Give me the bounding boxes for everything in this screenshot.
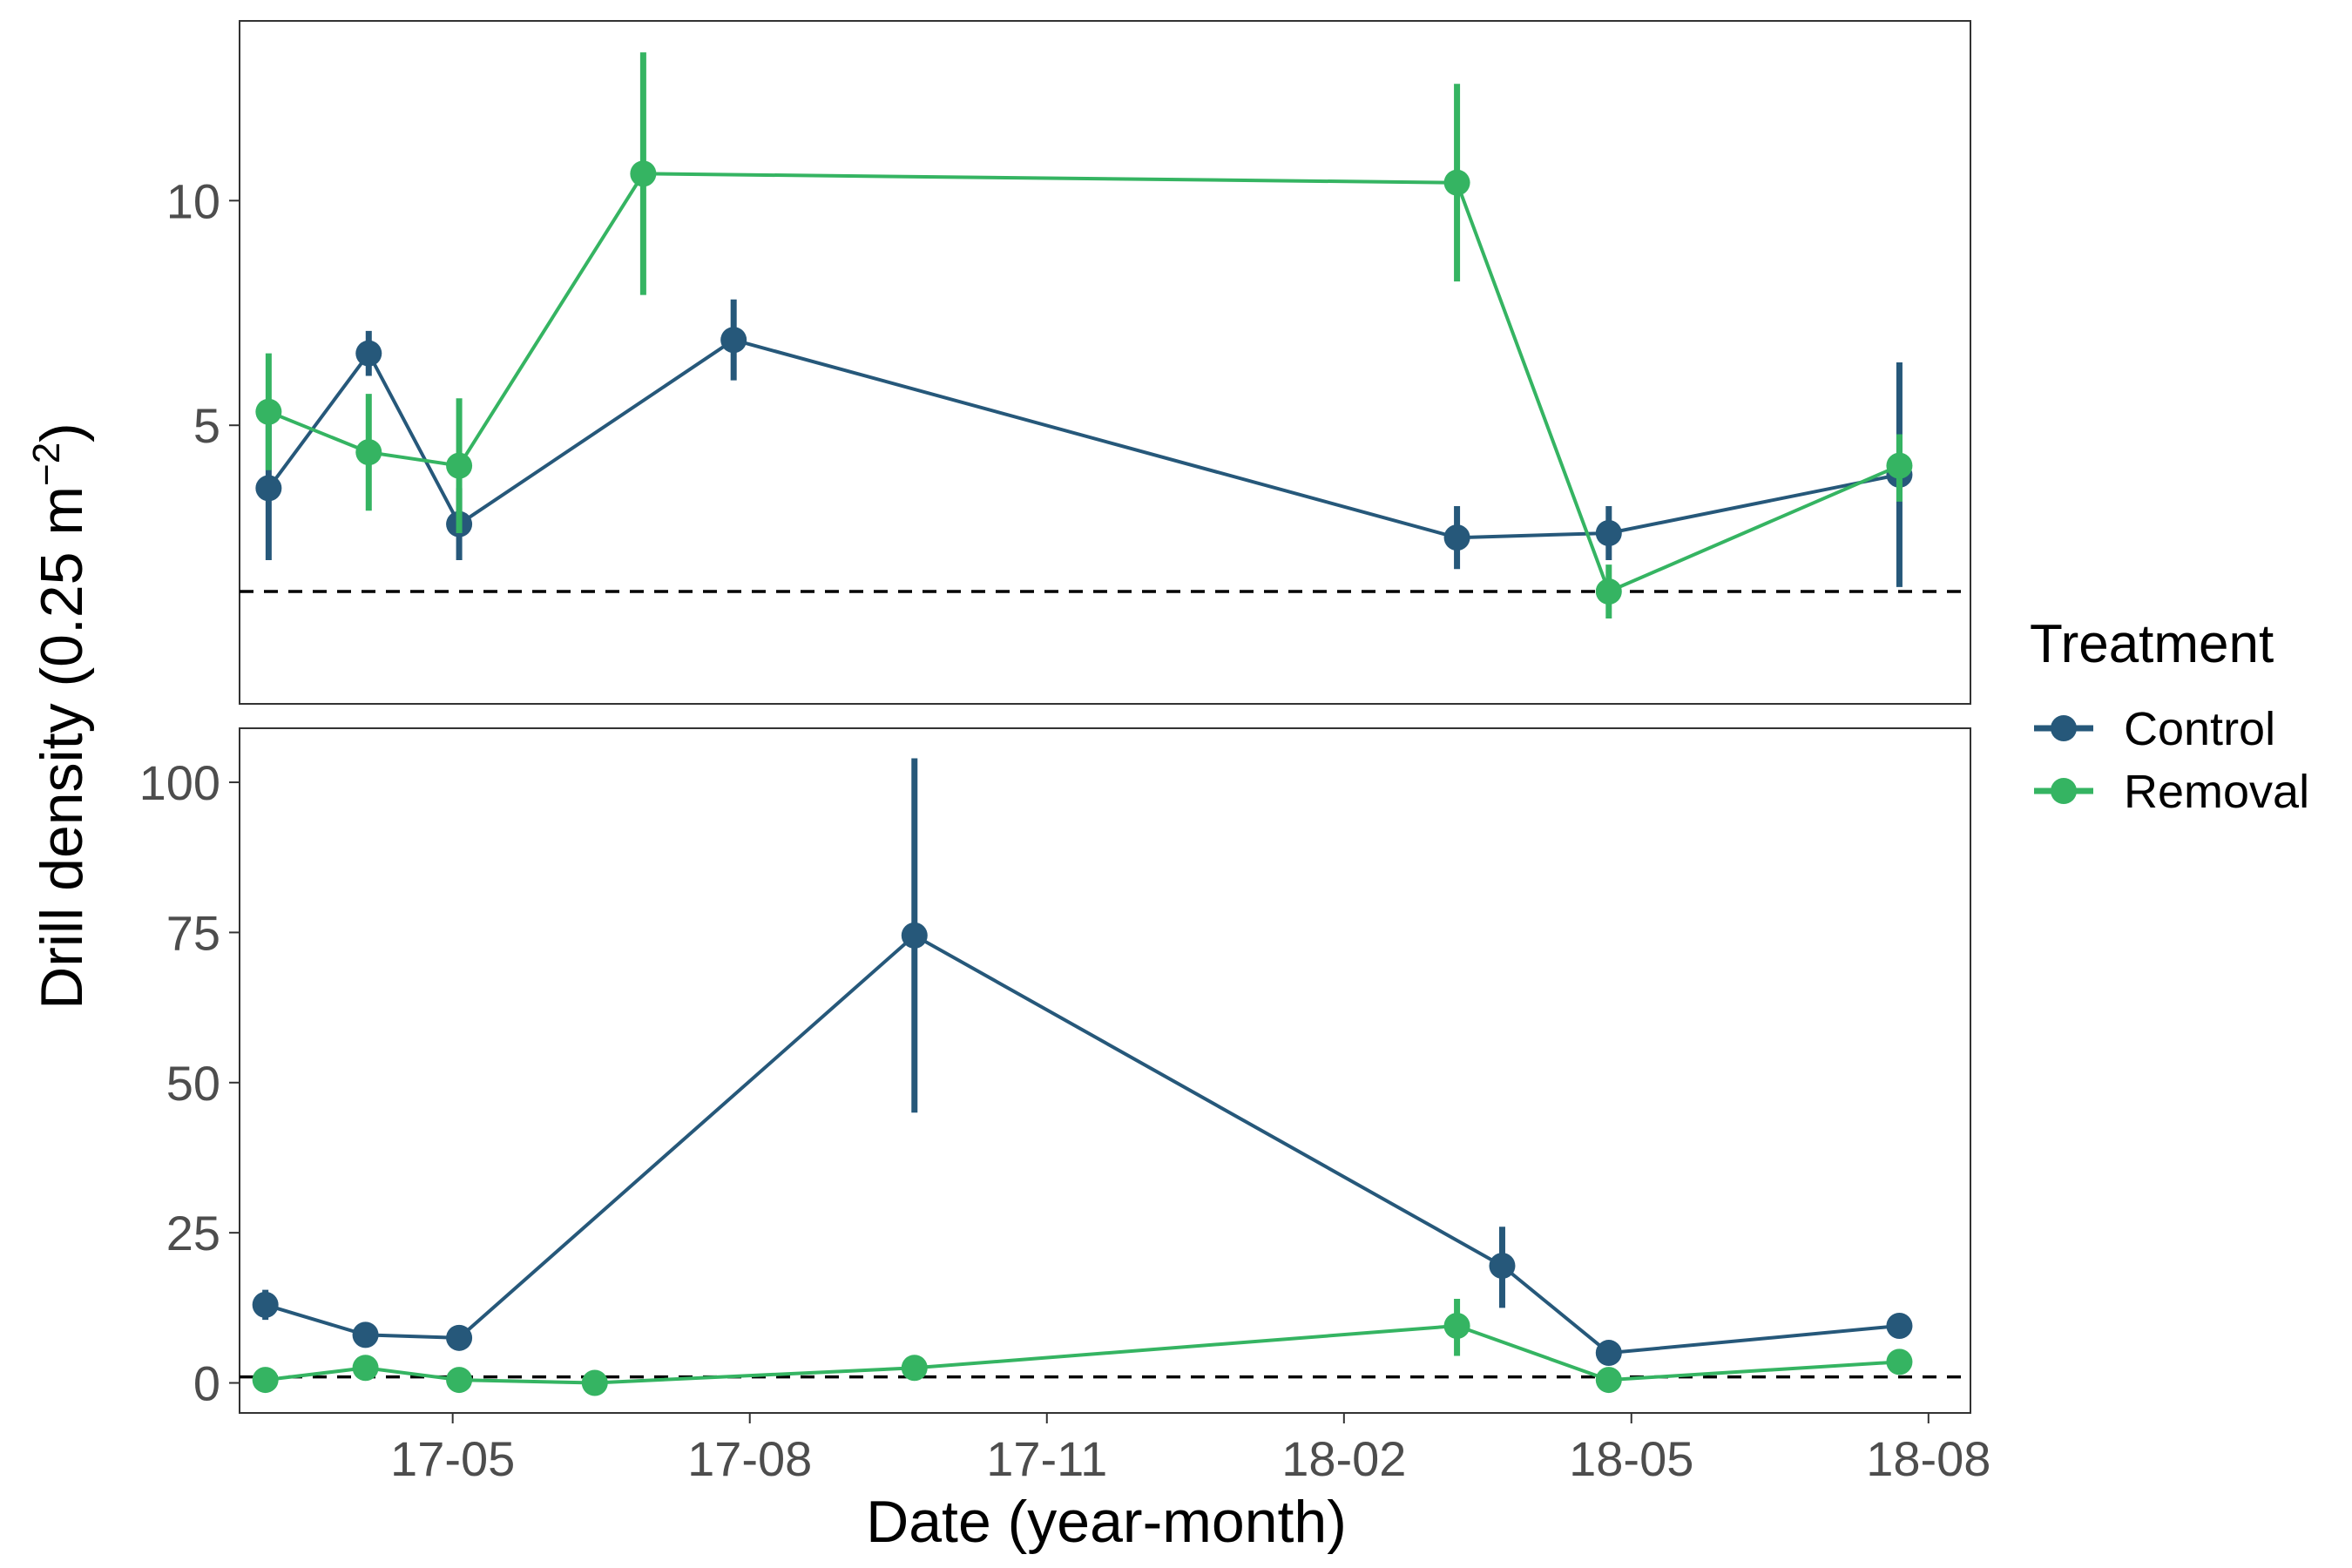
series-removal [255, 52, 1913, 618]
x-tick-label: 18-05 [1569, 1431, 1693, 1486]
data-point-control [720, 327, 747, 354]
x-tick-label: 17-05 [390, 1431, 515, 1486]
legend-title: Treatment [2030, 614, 2274, 674]
data-point-removal [355, 439, 382, 466]
y-tick-label: 10 [166, 173, 220, 228]
series-control [252, 758, 1913, 1367]
data-point-control [355, 340, 382, 367]
data-point-removal [901, 1355, 928, 1382]
y-axis-title: Drill density (0.25 m−2) [25, 422, 95, 1010]
y-axis-title-superscript: −2 [25, 443, 68, 486]
data-point-control [1443, 524, 1470, 551]
data-point-removal [1443, 1313, 1470, 1340]
data-point-removal [446, 452, 473, 479]
data-point-control [352, 1321, 379, 1348]
data-point-removal [352, 1355, 379, 1382]
data-point-control [1595, 520, 1622, 546]
data-point-control [446, 1324, 473, 1351]
data-point-removal [446, 1367, 473, 1394]
data-point-control [901, 922, 928, 949]
data-point-removal [630, 160, 657, 187]
y-axis-title-close: ) [29, 422, 95, 443]
legend-key-marker-control [2051, 715, 2077, 741]
data-point-removal [1886, 452, 1913, 479]
legend-item-control: Control [2034, 703, 2275, 755]
legend-item-removal: Removal [2034, 766, 2309, 818]
y-tick-label: 75 [166, 905, 220, 960]
data-point-removal [1595, 1367, 1622, 1394]
data-point-removal [255, 398, 282, 425]
y-tick-label: 25 [166, 1206, 220, 1260]
panel-border [239, 20, 1971, 705]
panel-2: 0 25 50 75 100 [139, 727, 1971, 1414]
panel-border [239, 727, 1971, 1414]
series-removal [252, 1299, 1913, 1396]
x-axis-title: Date (year-month) [866, 1489, 1347, 1555]
data-point-control [1886, 1313, 1913, 1340]
y-tick-label: 50 [166, 1056, 220, 1111]
data-point-removal [1443, 169, 1470, 196]
x-tick-label: 17-11 [986, 1431, 1107, 1486]
y-tick-label: 5 [193, 398, 220, 453]
y-axis-title-main: Drill density (0.25 m [29, 486, 95, 1010]
x-tick-label: 18-08 [1866, 1431, 1990, 1486]
legend-label-removal: Removal [2124, 766, 2309, 818]
data-point-removal [252, 1367, 279, 1394]
legend-key-marker-removal [2051, 778, 2077, 804]
data-point-removal [581, 1369, 608, 1396]
x-axis: 17-05 17-08 17-11 18-02 18-05 18-08 [390, 1413, 1990, 1486]
legend-label-control: Control [2124, 703, 2275, 755]
data-point-control [252, 1291, 279, 1318]
panel-1: 5 10 [166, 20, 1971, 705]
data-point-control [255, 475, 282, 502]
x-tick-label: 18-02 [1281, 1431, 1406, 1486]
y-tick-label: 0 [193, 1356, 220, 1411]
data-point-control [1595, 1340, 1622, 1367]
series-line-removal [265, 1323, 1900, 1385]
x-tick-label: 17-08 [687, 1431, 812, 1486]
data-point-removal [1886, 1348, 1913, 1375]
legend: Treatment Control Removal [2030, 614, 2309, 818]
data-point-control [1489, 1253, 1516, 1280]
y-tick-label: 100 [139, 755, 220, 810]
data-point-removal [1595, 578, 1622, 605]
